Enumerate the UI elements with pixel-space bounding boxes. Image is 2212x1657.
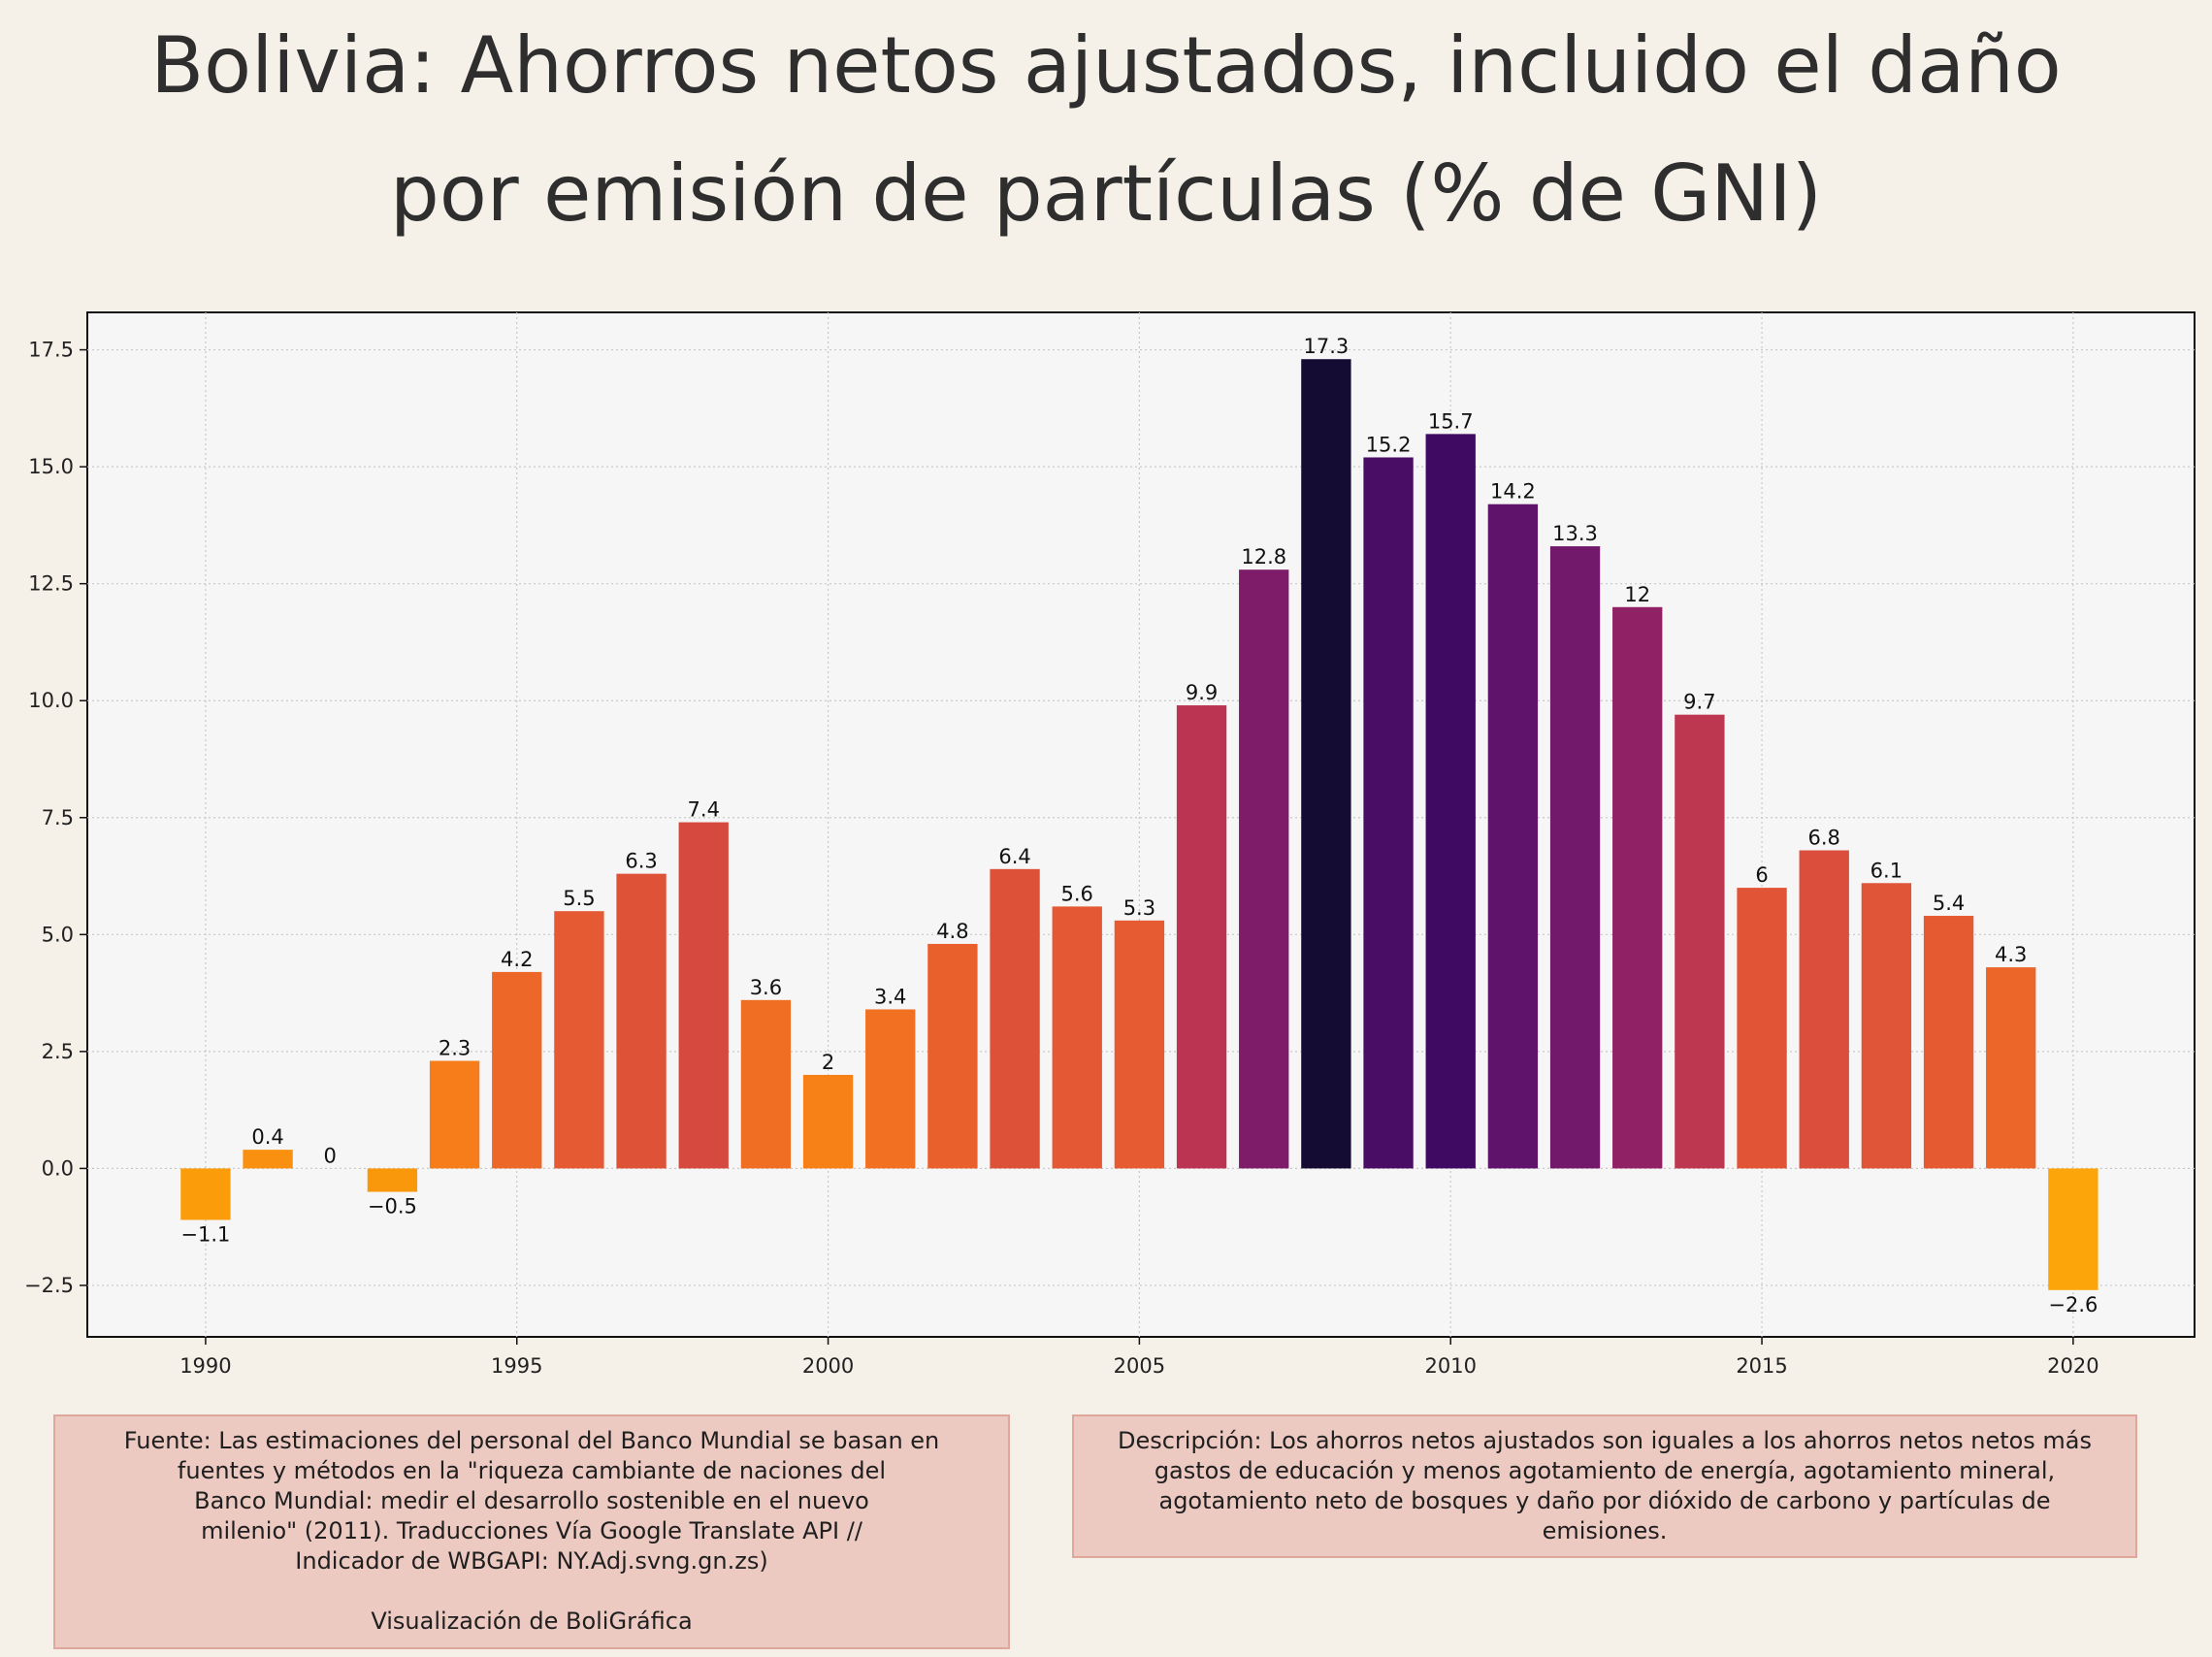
data-label-2020: −2.6 bbox=[2048, 1293, 2098, 1316]
data-label-2005: 5.3 bbox=[1123, 896, 1155, 920]
x-tick-label: 2015 bbox=[1736, 1354, 1787, 1378]
x-tick-label: 2020 bbox=[2047, 1354, 2098, 1378]
data-label-2007: 12.8 bbox=[1241, 545, 1286, 569]
data-label-2015: 6 bbox=[1755, 863, 1768, 887]
bar-2016 bbox=[1799, 850, 1849, 1169]
data-label-1997: 6.3 bbox=[625, 850, 657, 873]
y-tick-label: 17.5 bbox=[28, 339, 74, 362]
y-axis-ticks: −2.5 0.0 2.5 5.0 7.5 10.0 12.5 15.0 17.5 bbox=[24, 339, 87, 1297]
data-label-2004: 5.6 bbox=[1061, 882, 1093, 905]
y-tick-label: 12.5 bbox=[28, 572, 74, 596]
x-tick-label: 1995 bbox=[491, 1354, 542, 1378]
data-label-2010: 15.7 bbox=[1428, 409, 1474, 433]
y-tick-label: 10.0 bbox=[28, 689, 74, 712]
data-label-2009: 15.2 bbox=[1366, 433, 1412, 456]
data-label-2017: 6.1 bbox=[1870, 859, 1903, 882]
bar-1998 bbox=[678, 822, 729, 1169]
data-label-2000: 2 bbox=[822, 1051, 834, 1074]
data-label-1994: 2.3 bbox=[439, 1037, 471, 1060]
bar-chart: −1.1 0.4 0 −0.5 2.3 4.2 5.5 6.3 7.4 3.6 2 3.4 4.8 6.4… bbox=[24, 311, 2196, 1378]
bar-2012 bbox=[1549, 546, 1601, 1169]
x-tick-label: 2010 bbox=[1424, 1354, 1476, 1378]
bar-2017 bbox=[1861, 883, 1912, 1169]
bar-2000 bbox=[802, 1074, 854, 1169]
data-label-1993: −0.5 bbox=[368, 1195, 417, 1218]
data-label-1999: 3.6 bbox=[750, 976, 782, 999]
y-tick-label: 0.0 bbox=[42, 1156, 74, 1180]
bar-1990 bbox=[180, 1168, 231, 1220]
bars bbox=[180, 359, 2098, 1290]
description-note: Descripción: Los ahorros netos ajustados… bbox=[1072, 1414, 2137, 1558]
bar-2010 bbox=[1425, 434, 1476, 1169]
bar-2018 bbox=[1923, 916, 1974, 1169]
bar-2002 bbox=[927, 943, 978, 1169]
data-label-2016: 6.8 bbox=[1808, 827, 1840, 850]
bar-2011 bbox=[1487, 504, 1539, 1169]
bar-2009 bbox=[1363, 457, 1414, 1169]
data-label-2019: 4.3 bbox=[1995, 943, 2027, 966]
data-label-1995: 4.2 bbox=[501, 948, 533, 971]
source-note: Fuente: Las estimaciones del personal de… bbox=[53, 1414, 1010, 1649]
bar-1993 bbox=[367, 1168, 418, 1192]
y-tick-label: 15.0 bbox=[28, 455, 74, 478]
x-axis-ticks: 1990 1995 2000 2005 2010 2015 2020 bbox=[179, 1337, 2099, 1378]
bar-1997 bbox=[616, 873, 667, 1169]
x-tick-label: 1990 bbox=[179, 1354, 231, 1378]
data-label-2013: 12 bbox=[1624, 583, 1650, 606]
data-label-2002: 4.8 bbox=[936, 920, 968, 943]
y-tick-label: −2.5 bbox=[24, 1274, 74, 1297]
x-tick-label: 2005 bbox=[1114, 1354, 1165, 1378]
bar-1995 bbox=[492, 971, 542, 1169]
data-label-2011: 14.2 bbox=[1490, 480, 1536, 504]
bar-2015 bbox=[1737, 888, 1787, 1169]
bar-2013 bbox=[1612, 606, 1663, 1169]
y-tick-label: 2.5 bbox=[42, 1040, 74, 1063]
bar-2004 bbox=[1052, 906, 1102, 1169]
data-label-1991: 0.4 bbox=[251, 1125, 283, 1149]
bar-1999 bbox=[740, 999, 792, 1169]
data-label-1990: −1.1 bbox=[180, 1222, 230, 1246]
bar-2001 bbox=[865, 1009, 916, 1169]
data-label-1992: 0 bbox=[324, 1144, 337, 1167]
bar-2008 bbox=[1301, 359, 1351, 1169]
bar-2014 bbox=[1675, 714, 1725, 1169]
data-label-2008: 17.3 bbox=[1304, 335, 1350, 358]
bar-1996 bbox=[554, 911, 604, 1169]
bar-1994 bbox=[429, 1060, 480, 1169]
chart-title: Bolivia: Ahorros netos ajustados, inclui… bbox=[150, 20, 2062, 239]
y-tick-label: 7.5 bbox=[42, 806, 74, 829]
data-label-2006: 9.9 bbox=[1186, 681, 1218, 704]
bar-2005 bbox=[1114, 920, 1165, 1169]
data-labels: −1.1 0.4 0 −0.5 2.3 4.2 5.5 6.3 7.4 3.6 2 3.4 4.8 6.4… bbox=[180, 335, 2098, 1316]
bar-2003 bbox=[990, 868, 1040, 1169]
x-tick-label: 2000 bbox=[802, 1354, 854, 1378]
bar-2020 bbox=[2048, 1168, 2098, 1290]
y-tick-label: 5.0 bbox=[42, 923, 74, 946]
data-label-1996: 5.5 bbox=[563, 887, 595, 910]
data-label-2001: 3.4 bbox=[874, 985, 906, 1008]
bar-2019 bbox=[1986, 967, 2036, 1169]
data-label-2012: 13.3 bbox=[1552, 522, 1598, 545]
bar-2007 bbox=[1239, 569, 1289, 1169]
data-label-1998: 7.4 bbox=[688, 798, 720, 822]
bar-2006 bbox=[1176, 705, 1227, 1169]
bar-1991 bbox=[243, 1150, 293, 1169]
data-label-2014: 9.7 bbox=[1683, 691, 1715, 714]
data-label-2003: 6.4 bbox=[998, 845, 1030, 868]
data-label-2018: 5.4 bbox=[1933, 892, 1965, 915]
